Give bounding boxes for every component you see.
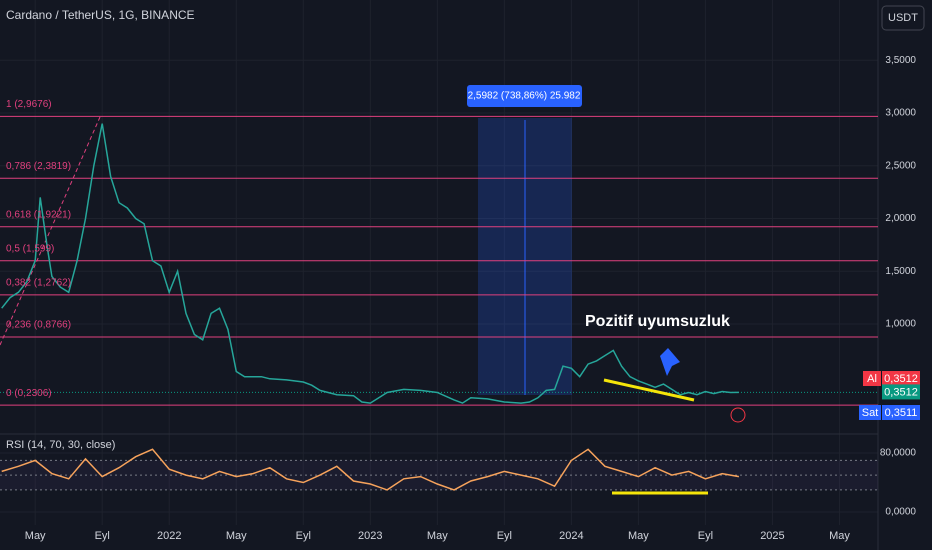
rsi-title: RSI (14, 70, 30, close) (6, 439, 115, 451)
y-tick-label: 3,5000 (885, 55, 916, 66)
fib-label: 0,382 (1,2762) (6, 277, 71, 288)
buy-price: 0,3512 (884, 373, 918, 385)
measure-label: 2,5982 (738,86%) 25.982 (468, 91, 581, 102)
sell-tag (859, 405, 881, 420)
sell-price: 0,3511 (885, 407, 918, 419)
currency-button[interactable] (881, 5, 925, 31)
y-tick-label: 2,0000 (885, 213, 916, 224)
y-tick-label: 2,5000 (885, 160, 916, 171)
x-tick-label: Eyl (95, 530, 110, 542)
x-tick-label: 2023 (358, 530, 382, 542)
x-tick-label: May (226, 530, 247, 542)
x-tick-label: May (25, 530, 46, 542)
y-tick-label: 1,0000 (885, 319, 916, 330)
fib-label: 0,786 (2,3819) (6, 161, 71, 172)
trend-line (603, 378, 695, 402)
fib-label: 1 (2,9676) (6, 99, 52, 110)
x-tick-label: May (628, 530, 649, 542)
annotation: Pozitif uyumsuzluk (585, 313, 730, 330)
x-tick-label: Eyl (497, 530, 512, 542)
last-price: 0,3512 (884, 386, 918, 398)
sell-price-tag (882, 405, 920, 420)
x-tick-label: Eyl (296, 530, 311, 542)
fib-label: 0 (0,2306) (6, 388, 52, 399)
fib-label: 0,236 (0,8766) (6, 320, 71, 331)
arrow-icon (660, 348, 680, 376)
series-line (1, 123, 739, 404)
x-tick-label: May (427, 530, 448, 542)
buy-tag (863, 371, 881, 386)
alert-icon (730, 407, 746, 423)
symbol-title: Cardano / TetherUS, 1G, BINANCE (6, 8, 195, 22)
x-tick-label: 2022 (157, 530, 181, 542)
marks (0, 115, 878, 491)
fib-label: 0,618 (1,9221) (6, 209, 71, 220)
measure-label-box (467, 85, 582, 107)
y-tick-label: 80,0000 (880, 448, 917, 459)
x-tick-label: May (829, 530, 850, 542)
currency[interactable]: USDT (888, 12, 918, 24)
series-line (1, 448, 740, 491)
buy-price-tag (882, 371, 920, 386)
x-tick-label: 2025 (760, 530, 784, 542)
y-tick-label: 3,0000 (885, 108, 916, 119)
buy-label: Al (867, 373, 877, 385)
sell-label: Sat (862, 407, 879, 419)
x-tick-label: 2024 (559, 530, 583, 542)
last-price-tag (882, 384, 920, 400)
y-tick-label: 1,5000 (885, 266, 916, 277)
fib-label: 0,5 (1,599) (6, 243, 54, 254)
x-tick-label: Eyl (698, 530, 713, 542)
y-tick-label: 0,0000 (885, 507, 916, 518)
